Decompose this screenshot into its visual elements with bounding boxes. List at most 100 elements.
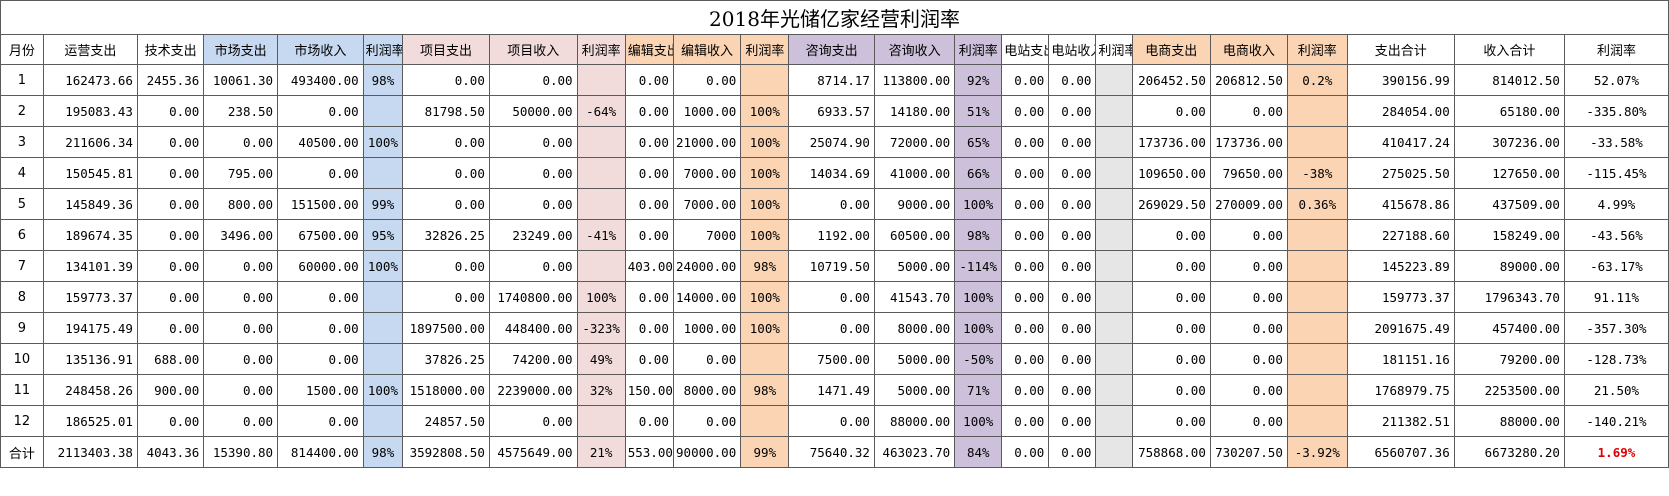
table-cell[interactable]: 0.00 [788,188,875,220]
table-cell[interactable]: 0.00 [1209,343,1288,375]
table-cell[interactable]: 493400.00 [277,64,364,96]
column-header[interactable]: 电商支出 [1131,34,1211,65]
table-cell[interactable]: 0.00 [203,281,279,313]
column-header[interactable]: 月份 [0,34,44,65]
column-header[interactable]: 利润率 [954,34,1003,65]
table-cell[interactable]: 151500.00 [277,188,364,220]
table-cell[interactable]: 100% [740,281,790,313]
table-cell[interactable] [362,405,404,437]
table-cell[interactable]: 0.00 [136,219,205,251]
table-cell[interactable]: 8714.17 [788,64,875,96]
table-cell[interactable]: 90000.00 [672,436,742,468]
table-cell[interactable]: 100% [740,157,790,189]
column-header[interactable]: 利润率 [1286,34,1348,65]
table-cell[interactable]: 795.00 [203,157,279,189]
table-cell[interactable]: 0.00 [277,95,364,127]
table-cell[interactable]: 0.00 [1001,157,1050,189]
table-cell[interactable] [1286,405,1348,437]
table-cell[interactable]: 2239000.00 [488,374,578,406]
table-cell[interactable]: 186525.01 [42,405,138,437]
table-cell[interactable]: 0.00 [1048,157,1097,189]
table-cell[interactable]: 0.00 [1001,250,1050,282]
table-cell[interactable]: 0.00 [402,281,490,313]
table-cell[interactable]: 0.00 [788,281,875,313]
table-cell[interactable]: 0.00 [624,126,674,158]
table-cell[interactable]: 0.00 [277,157,364,189]
table-cell[interactable]: -128.73% [1563,343,1669,375]
table-cell[interactable]: 24000.00 [672,250,742,282]
table-cell[interactable]: 415678.86 [1346,188,1455,220]
table-cell[interactable]: 5 [0,188,44,220]
table-cell[interactable] [1095,250,1133,282]
table-cell[interactable] [1286,250,1348,282]
table-cell[interactable]: 0.00 [1048,405,1097,437]
table-cell[interactable]: 1.69% [1563,436,1669,468]
table-cell[interactable]: 100% [362,126,404,158]
table-cell[interactable]: 32826.25 [402,219,490,251]
table-cell[interactable]: 6673280.20 [1453,436,1565,468]
table-cell[interactable]: 437509.00 [1453,188,1565,220]
table-cell[interactable]: -33.58% [1563,126,1669,158]
table-cell[interactable]: 0.00 [672,343,742,375]
table-cell[interactable]: 0.00 [203,343,279,375]
table-cell[interactable]: 275025.50 [1346,157,1455,189]
table-cell[interactable] [740,405,790,437]
table-cell[interactable]: 1500.00 [277,374,364,406]
table-cell[interactable]: 113800.00 [873,64,956,96]
table-cell[interactable]: 40500.00 [277,126,364,158]
table-cell[interactable]: 98% [954,219,1003,251]
table-cell[interactable]: 10719.50 [788,250,875,282]
table-cell[interactable]: 100% [740,95,790,127]
table-cell[interactable]: 173736.00 [1131,126,1211,158]
table-cell[interactable] [1286,343,1348,375]
table-cell[interactable] [362,312,404,344]
column-header[interactable]: 收入合计 [1453,34,1565,65]
table-cell[interactable]: 98% [362,64,404,96]
table-cell[interactable]: 9 [0,312,44,344]
table-cell[interactable]: 159773.37 [1346,281,1455,313]
table-cell[interactable] [362,95,404,127]
table-cell[interactable]: 0.00 [488,64,578,96]
table-cell[interactable]: 41543.70 [873,281,956,313]
table-cell[interactable]: 800.00 [203,188,279,220]
table-cell[interactable] [1095,219,1133,251]
table-cell[interactable] [576,250,626,282]
table-cell[interactable]: 0.00 [136,188,205,220]
table-cell[interactable]: 0.00 [1001,343,1050,375]
column-header[interactable]: 利润率 [1563,34,1669,65]
table-cell[interactable]: 127650.00 [1453,157,1565,189]
table-cell[interactable] [1286,374,1348,406]
table-cell[interactable]: 79650.00 [1209,157,1288,189]
table-cell[interactable]: 7000.00 [672,157,742,189]
table-cell[interactable]: 814012.50 [1453,64,1565,96]
table-cell[interactable]: 0.00 [1001,188,1050,220]
table-cell[interactable]: 6 [0,219,44,251]
column-header[interactable]: 市场支出 [203,34,279,65]
table-cell[interactable]: 0.00 [1048,188,1097,220]
table-cell[interactable]: 0.00 [1001,312,1050,344]
column-header[interactable]: 编辑收入 [672,34,742,65]
table-cell[interactable]: 1518000.00 [402,374,490,406]
table-cell[interactable]: 0.00 [624,157,674,189]
table-cell[interactable]: 307236.00 [1453,126,1565,158]
table-cell[interactable]: 81798.50 [402,95,490,127]
table-cell[interactable]: 24857.50 [402,405,490,437]
table-cell[interactable]: 0.00 [1001,281,1050,313]
table-cell[interactable]: 89000.00 [1453,250,1565,282]
table-cell[interactable]: 0.00 [1048,343,1097,375]
table-cell[interactable] [1095,343,1133,375]
table-cell[interactable]: 0.00 [136,281,205,313]
table-cell[interactable] [740,343,790,375]
table-cell[interactable] [1095,126,1133,158]
table-cell[interactable]: 135136.91 [42,343,138,375]
table-cell[interactable]: 100% [954,188,1003,220]
table-cell[interactable]: 4.99% [1563,188,1669,220]
table-cell[interactable]: 0.00 [624,312,674,344]
table-cell[interactable]: 0.00 [1131,312,1211,344]
table-cell[interactable]: 0.00 [624,95,674,127]
table-cell[interactable]: 3592808.50 [402,436,490,468]
table-cell[interactable]: 10061.30 [203,64,279,96]
table-cell[interactable]: 66% [954,157,1003,189]
column-header[interactable]: 运营支出 [42,34,138,65]
table-cell[interactable]: 448400.00 [488,312,578,344]
